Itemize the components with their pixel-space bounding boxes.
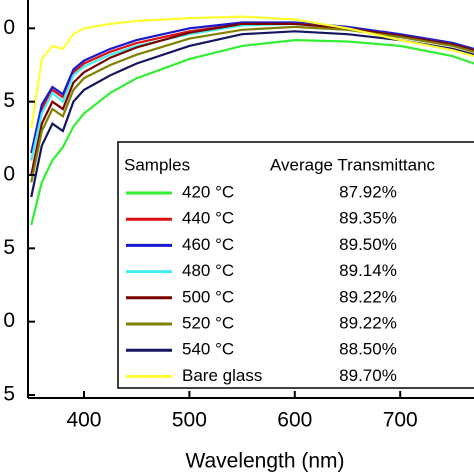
x-tick-label: 600: [277, 409, 312, 432]
y-tick-label: 0: [3, 309, 15, 332]
legend-box: [117, 141, 474, 389]
legend-label: 520 °C: [182, 313, 234, 332]
legend-average: 88.50%: [339, 340, 397, 359]
x-tick-label: 500: [172, 409, 207, 432]
series-line: [30, 15, 474, 129]
legend-label: Bare glass: [182, 366, 262, 385]
x-tick-label: 400: [66, 409, 101, 432]
legend-average: 89.22%: [339, 287, 397, 306]
legend-title: Samples: [124, 155, 190, 174]
y-tick-label: 0: [3, 163, 15, 186]
x-axis-label: Wavelength (nm): [185, 450, 344, 473]
legend-label: 540 °C: [182, 340, 234, 359]
series-line: [30, 21, 474, 154]
legend-average: 89.35%: [339, 209, 397, 228]
legend-label: 420 °C: [182, 182, 234, 201]
legend-average: 89.70%: [339, 366, 397, 385]
legend-label: 500 °C: [182, 287, 234, 306]
y-tick-label: 5: [3, 383, 15, 406]
series-line: [30, 25, 474, 183]
x-tick-label: 700: [383, 409, 418, 432]
legend-label: 460 °C: [182, 235, 234, 254]
legend-average: 87.92%: [339, 182, 397, 201]
legend-label: 480 °C: [182, 261, 234, 280]
legend-average: 89.22%: [339, 313, 397, 332]
y-tick-label: 5: [3, 89, 15, 112]
y-tick-label: 5: [3, 236, 15, 259]
series-line: [30, 30, 474, 198]
series-line: [30, 22, 474, 176]
legend-average: 89.50%: [339, 235, 397, 254]
series-line: [30, 38, 474, 226]
legend-header: Average Transmittanc: [270, 155, 436, 174]
legend-average: 89.14%: [339, 261, 397, 280]
legend-label: 440 °C: [182, 209, 234, 228]
y-tick-label: 0: [3, 16, 15, 39]
